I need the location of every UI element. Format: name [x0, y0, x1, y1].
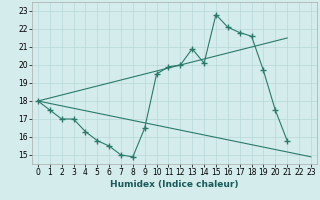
X-axis label: Humidex (Indice chaleur): Humidex (Indice chaleur)	[110, 180, 239, 189]
